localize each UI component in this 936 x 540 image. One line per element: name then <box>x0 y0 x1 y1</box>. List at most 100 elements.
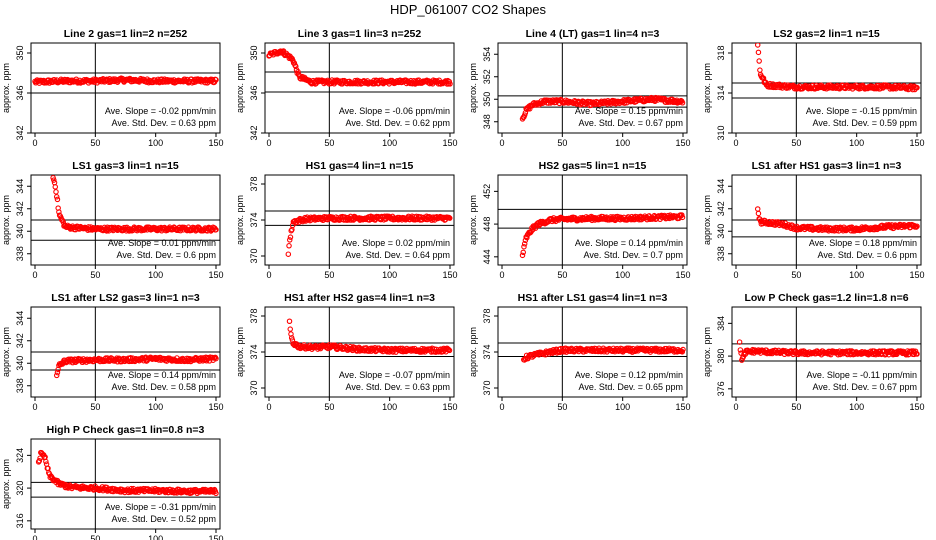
y-axis-label: approx. ppm <box>235 195 245 245</box>
plot-frame <box>731 42 922 134</box>
std-dev-annotation: Ave. Std. Dev. = 0.52 ppm <box>112 514 216 524</box>
data-point <box>54 369 61 376</box>
plot-frame <box>497 174 688 266</box>
x-tick-label: 50 <box>791 270 801 280</box>
x-tick-label: 0 <box>499 138 504 148</box>
data-point <box>522 237 529 244</box>
plot-frame <box>264 42 455 134</box>
chart-title: Low P Check gas=1.2 lin=1.8 n=6 <box>744 292 908 304</box>
x-tick-label: 100 <box>615 270 630 280</box>
std-dev-annotation: Ave. Std. Dev. = 0.65 ppm <box>579 382 683 392</box>
chart-title: HS1 after LS1 gas=4 lin=1 n=3 <box>518 292 668 304</box>
y-tick-label: 318 <box>716 45 726 60</box>
y-tick-label: 342 <box>249 125 259 140</box>
chart-title: High P Check gas=1 lin=0.8 n=3 <box>47 424 205 436</box>
x-tick-label: 0 <box>499 402 504 412</box>
data-point <box>53 372 60 379</box>
y-tick-label: 350 <box>249 45 259 60</box>
x-tick-label: 150 <box>675 402 690 412</box>
chart-panel: High P Check gas=1 lin=0.8 n=3 approx. pp… <box>1 424 224 540</box>
data-point <box>287 234 294 240</box>
data-point <box>679 214 686 221</box>
y-tick-label: 324 <box>15 448 25 463</box>
y-tick-label: 374 <box>249 212 259 227</box>
chart-panel: LS2 gas=2 lin=1 n=15 approx. ppm 310 314 318… <box>702 28 925 148</box>
x-tick-label: 100 <box>382 138 397 148</box>
y-axis-label: approx. ppm <box>1 327 11 377</box>
std-dev-annotation: Ave. Std. Dev. = 0.62 ppm <box>346 118 450 128</box>
y-tick-label: 370 <box>249 380 259 395</box>
data-point <box>755 49 762 56</box>
chart-panel: LS1 gas=3 lin=1 n=15 approx. ppm 338 340 342… <box>1 160 224 280</box>
y-tick-label: 374 <box>482 344 492 359</box>
data-point <box>914 84 920 91</box>
y-tick-label: 354 <box>482 47 492 62</box>
y-tick-label: 444 <box>482 249 492 264</box>
chart-panel: LS1 after HS1 gas=3 lin=1 n=3 approx. ppm… <box>702 160 925 280</box>
chart-title: LS1 after LS2 gas=3 lin=1 n=3 <box>51 292 200 304</box>
data-point <box>521 241 528 247</box>
chart-title: LS1 gas=3 lin=1 n=15 <box>72 160 179 172</box>
x-tick-label: 50 <box>324 270 334 280</box>
data-point <box>521 243 527 250</box>
data-point <box>679 212 685 218</box>
data-point <box>213 355 219 362</box>
data-point <box>287 237 293 243</box>
std-dev-annotation: Ave. Std. Dev. = 0.59 ppm <box>813 118 917 128</box>
y-tick-label: 342 <box>15 201 25 216</box>
x-tick-label: 50 <box>791 138 801 148</box>
y-axis-label: approx. ppm <box>235 327 245 377</box>
y-tick-label: 314 <box>716 85 726 100</box>
chart-panel: HS1 after HS2 gas=4 lin=1 n=3 approx. ppm… <box>235 292 458 412</box>
x-tick-label: 0 <box>32 270 37 280</box>
page-title: HDP_061007 CO2 Shapes <box>389 2 547 17</box>
plot-frame <box>30 438 221 530</box>
x-tick-label: 150 <box>675 270 690 280</box>
chart-panel: Low P Check gas=1.2 lin=1.8 n=6 approx. p… <box>702 292 925 412</box>
chart-panel: HS2 gas=5 lin=1 n=15 approx. ppm 444 448 452… <box>468 160 691 280</box>
y-tick-label: 376 <box>716 381 726 396</box>
slope-annotation: Ave. Slope = -0.15 ppm/min <box>806 106 917 116</box>
data-point <box>446 346 452 353</box>
x-tick-label: 150 <box>208 270 223 280</box>
y-tick-label: 342 <box>15 333 25 348</box>
data-point <box>286 318 293 325</box>
x-tick-label: 50 <box>791 402 801 412</box>
y-tick-label: 370 <box>482 380 492 395</box>
data-point <box>213 490 219 497</box>
std-dev-annotation: Ave. Std. Dev. = 0.67 ppm <box>579 118 683 128</box>
x-tick-label: 0 <box>733 402 738 412</box>
data-point <box>519 252 526 259</box>
std-dev-annotation: Ave. Std. Dev. = 0.6 ppm <box>117 250 216 260</box>
x-tick-label: 100 <box>148 138 163 148</box>
x-tick-label: 150 <box>909 138 924 148</box>
y-tick-label: 346 <box>15 85 25 100</box>
y-tick-label: 338 <box>15 246 25 261</box>
x-tick-label: 0 <box>32 138 37 148</box>
std-dev-annotation: Ave. Std. Dev. = 0.7 ppm <box>584 250 683 260</box>
y-tick-label: 310 <box>716 125 726 140</box>
slope-annotation: Ave. Slope = -0.06 ppm/min <box>339 106 450 116</box>
plot-frame <box>731 306 922 398</box>
x-tick-label: 150 <box>442 402 457 412</box>
x-tick-label: 0 <box>733 138 738 148</box>
chart-title: HS1 after HS2 gas=4 lin=1 n=3 <box>284 292 435 304</box>
y-axis-label: approx. ppm <box>702 327 712 377</box>
y-tick-label: 384 <box>716 316 726 331</box>
data-point <box>213 77 219 83</box>
x-tick-label: 50 <box>90 138 100 148</box>
std-dev-annotation: Ave. Std. Dev. = 0.6 ppm <box>818 250 917 260</box>
y-tick-label: 340 <box>15 224 25 239</box>
std-dev-annotation: Ave. Std. Dev. = 0.64 ppm <box>346 250 450 260</box>
data-point <box>139 354 145 361</box>
data-point <box>52 184 59 190</box>
data-point <box>754 43 761 48</box>
x-tick-label: 100 <box>615 138 630 148</box>
x-tick-label: 0 <box>266 270 271 280</box>
x-tick-label: 150 <box>208 534 223 540</box>
data-point <box>53 189 59 195</box>
chart-title: HS1 gas=4 lin=1 n=15 <box>306 160 414 172</box>
x-tick-label: 100 <box>382 270 397 280</box>
y-tick-label: 344 <box>716 179 726 194</box>
